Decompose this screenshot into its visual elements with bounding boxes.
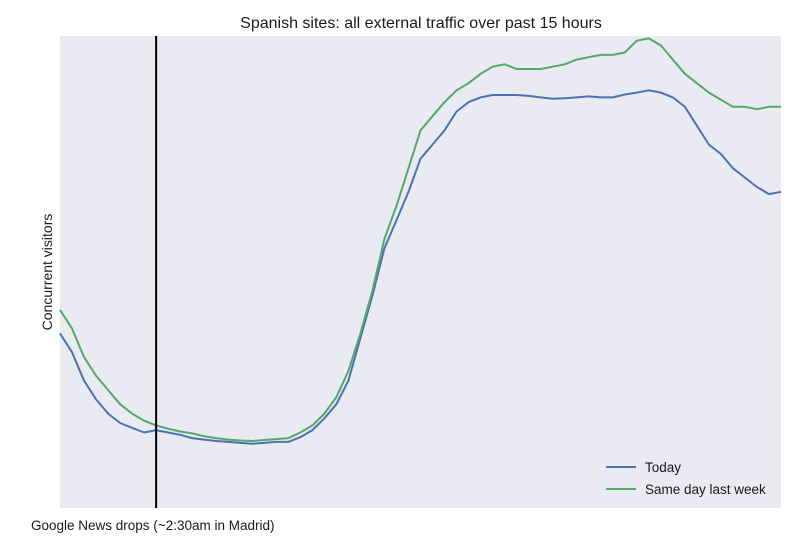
series-line-today — [59, 89, 782, 445]
series-line-last-week — [59, 37, 781, 442]
y-axis-label: Concurrent visitors — [39, 214, 55, 331]
legend-label-last-week: Same day last week — [645, 482, 766, 497]
plot-background — [60, 36, 781, 508]
annotation-label: Google News drops (~2:30am in Madrid) — [31, 518, 275, 533]
chart-title: Spanish sites: all external traffic over… — [240, 15, 602, 32]
legend: Today Same day last week — [606, 460, 766, 497]
series-layer — [59, 37, 782, 445]
legend-label-today: Today — [645, 460, 681, 475]
